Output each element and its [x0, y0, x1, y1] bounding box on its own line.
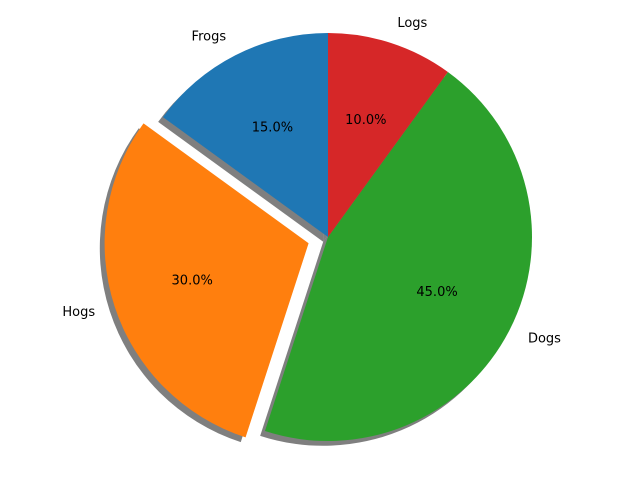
value-label: 30.0% — [172, 274, 213, 289]
value-label: 45.0% — [416, 285, 457, 300]
slice-label: Frogs — [192, 30, 227, 45]
wedge — [328, 33, 448, 237]
slice-label: Hogs — [62, 305, 95, 320]
slice-label: Logs — [397, 16, 427, 31]
wedge — [264, 71, 533, 442]
value-label: 10.0% — [345, 113, 386, 128]
slice-label: Dogs — [528, 331, 561, 346]
wedge — [104, 123, 309, 438]
wedge — [162, 33, 328, 237]
value-label: 15.0% — [252, 120, 293, 135]
